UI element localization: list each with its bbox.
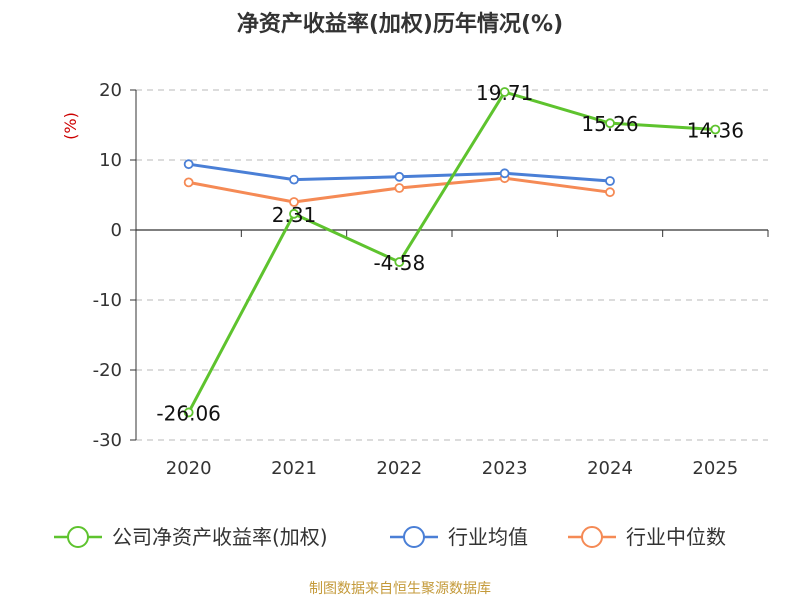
series-0-point-2021 [289, 208, 299, 219]
x-tick-label-2023: 2023 [482, 458, 528, 479]
legend-label: 公司净资产收益率(加权) [112, 525, 328, 549]
y-tick-label: 20 [99, 80, 122, 101]
legend-label: 行业均值 [448, 525, 528, 549]
data-label-2022: -4.58 [373, 251, 425, 275]
data-labels: -26.06 2.31 -4.58 19.71 15.26 14.36 [156, 81, 744, 425]
series-line-0 [187, 90, 716, 414]
legend-swatch-marker [67, 526, 89, 548]
x-tick-label-2020: 2020 [166, 458, 212, 479]
series-1-point-2021 [289, 174, 299, 185]
source-note: 制图数据来自恒生聚源数据库 [309, 581, 491, 597]
x-tick-label-2021: 2021 [271, 458, 317, 479]
data-label-2023: 19.71 [476, 81, 533, 105]
legend-swatch-marker [403, 526, 425, 548]
x-tick-label-2024: 2024 [587, 458, 633, 479]
legend-label: 行业中位数 [626, 525, 726, 549]
series-0-point-2022 [394, 257, 405, 267]
legend-item-1: 行业均值 [390, 525, 528, 549]
legend: 公司净资产收益率(加权) 行业均值 行业中位数 [54, 525, 726, 549]
axes: 20 10 0 -10 -20 -30 2020 2021 2022 2023 2024 2025 (%… [61, 80, 769, 479]
data-label-2024: 15.26 [581, 112, 638, 136]
data-label-2020: -26.06 [156, 401, 220, 425]
data-label-2025: 14.36 [687, 118, 744, 142]
chart-title: 净资产收益率(加权)历年情况(%) [236, 12, 564, 37]
y-axis-unit: (%) [61, 112, 80, 140]
series-0-point-2020 [183, 407, 194, 418]
y-tick-label: -20 [93, 360, 122, 381]
series-2-point-2022 [394, 183, 405, 193]
series-1-point-2024 [605, 176, 615, 186]
legend-item-0: 公司净资产收益率(加权) [54, 525, 328, 549]
series-2-point-2024 [605, 187, 615, 198]
y-tick-label: -30 [93, 430, 122, 451]
series-0-point-2025 [710, 124, 721, 135]
grid-lines [136, 89, 768, 441]
x-tick-label-2025: 2025 [692, 458, 738, 479]
series-2-point-2021 [289, 197, 299, 207]
series-layer [183, 87, 721, 418]
y-tick-label: 10 [99, 150, 122, 171]
legend-swatch-marker [581, 526, 603, 548]
series-1-point-2020 [183, 159, 194, 170]
data-label-2021: 2.31 [272, 203, 317, 227]
series-0-point-2024 [605, 118, 615, 129]
y-tick-label: 0 [111, 220, 122, 241]
y-tick-label: -10 [93, 290, 122, 311]
series-1-point-2022 [394, 171, 405, 182]
series-0-point-2023 [499, 87, 510, 97]
series-1-point-2023 [499, 168, 510, 179]
x-tick-label-2022: 2022 [376, 458, 422, 479]
series-2-point-2020 [183, 177, 194, 188]
legend-item-2: 行业中位数 [568, 525, 726, 549]
